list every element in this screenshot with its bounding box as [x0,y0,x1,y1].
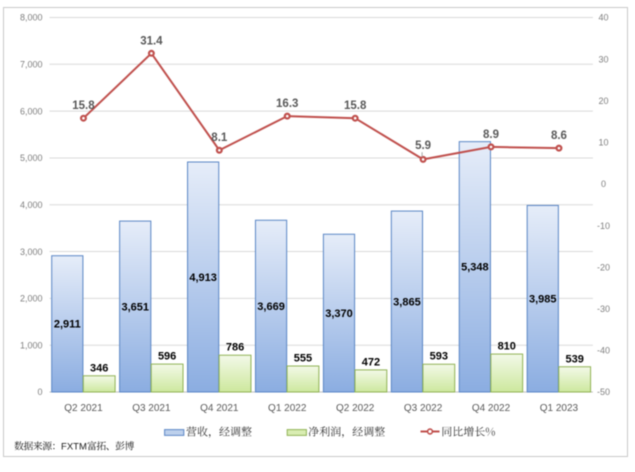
svg-text:15.8: 15.8 [344,100,367,112]
svg-text:-40: -40 [597,346,610,356]
svg-text:Q1 2023: Q1 2023 [540,403,579,414]
svg-text:555: 555 [294,353,312,365]
svg-text:0: 0 [37,387,42,397]
svg-text:3,000: 3,000 [20,247,43,257]
svg-text:3,865: 3,865 [393,296,421,308]
svg-text:1,000: 1,000 [20,340,43,350]
svg-text:Q3 2021: Q3 2021 [132,403,171,414]
svg-text:20: 20 [598,96,608,106]
svg-text:Q4 2022: Q4 2022 [472,403,511,414]
svg-text:596: 596 [158,351,176,363]
svg-text:4,000: 4,000 [20,200,43,210]
svg-text:10: 10 [598,138,608,148]
svg-text:8.6: 8.6 [551,130,567,142]
svg-text:Q2 2022: Q2 2022 [336,403,375,414]
svg-text:5,348: 5,348 [461,262,489,274]
svg-text:8.9: 8.9 [483,129,499,141]
svg-text:Q4 2021: Q4 2021 [200,403,239,414]
svg-text:4,913: 4,913 [189,272,217,284]
svg-text:40: 40 [598,13,608,23]
svg-text:7,000: 7,000 [20,60,43,70]
svg-text:Q1 2022: Q1 2022 [268,403,307,414]
svg-text:810: 810 [498,341,516,353]
svg-text:539: 539 [565,353,583,365]
svg-text:3,669: 3,669 [257,301,285,313]
svg-text:3,985: 3,985 [529,294,557,306]
svg-text:786: 786 [226,342,244,354]
svg-text:0: 0 [601,179,606,189]
svg-text:30: 30 [598,54,608,64]
svg-text:3,370: 3,370 [325,308,353,320]
svg-text:3,651: 3,651 [121,301,149,313]
svg-text:-10: -10 [597,221,610,231]
svg-text:Q2 2021: Q2 2021 [64,403,103,414]
svg-text:-20: -20 [597,262,610,272]
svg-text:593: 593 [430,351,448,363]
svg-text:-30: -30 [597,304,610,314]
svg-text:8,000: 8,000 [20,13,43,23]
svg-text:5.9: 5.9 [415,140,431,152]
svg-text:15.8: 15.8 [72,100,95,112]
svg-text:2,911: 2,911 [54,319,81,331]
svg-text:FXTM: FXTM [61,442,87,453]
svg-text:6,000: 6,000 [20,106,43,116]
svg-text:8.1: 8.1 [211,132,228,144]
svg-text:346: 346 [90,362,108,374]
svg-text:31.4: 31.4 [140,35,163,47]
svg-text:16.3: 16.3 [276,98,298,110]
svg-text:472: 472 [362,356,380,368]
svg-text:-50: -50 [597,387,610,397]
svg-text:5,000: 5,000 [20,153,43,163]
svg-text:Q3 2022: Q3 2022 [404,403,443,414]
svg-text:2,000: 2,000 [20,294,43,304]
